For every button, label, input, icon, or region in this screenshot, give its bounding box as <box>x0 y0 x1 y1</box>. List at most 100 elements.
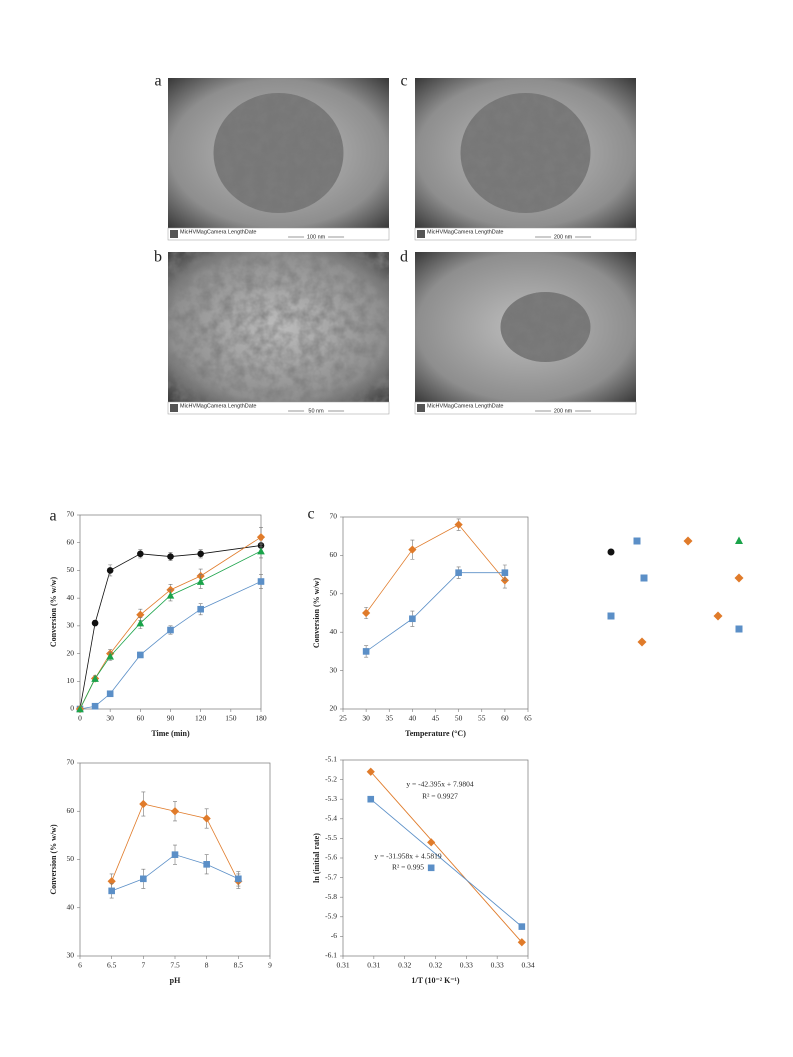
marker <box>197 550 204 558</box>
marker <box>256 533 266 542</box>
marker <box>197 605 204 613</box>
marker <box>91 619 99 627</box>
plot-frame <box>79 514 262 710</box>
x-tick-label: 30 <box>362 714 370 723</box>
marker <box>171 851 179 858</box>
y-tick-label: 50 <box>67 565 75 574</box>
series-line <box>365 524 506 614</box>
x-tick-label: 35 <box>386 714 394 723</box>
y-tick-label: -5.1 <box>325 755 337 764</box>
x-tick-label: 60 <box>501 714 509 723</box>
x-tick-label: 0.32 <box>398 961 411 970</box>
marker <box>257 547 265 555</box>
marker <box>409 615 416 623</box>
particle-texture <box>460 93 591 213</box>
particle-texture <box>213 93 344 213</box>
info-icon <box>417 404 425 412</box>
info-text: MicHVMagCamera LengthDate <box>427 403 503 409</box>
panel-label: b <box>154 249 162 266</box>
x-tick-label: 8 <box>205 961 209 970</box>
info-icon <box>170 404 178 412</box>
marker <box>202 814 211 823</box>
x-axis-label: pH <box>170 976 181 985</box>
x-tick-label: 90 <box>167 714 175 723</box>
y-tick-label: 30 <box>330 665 338 674</box>
y-tick-label: 0 <box>70 704 74 713</box>
y-axis-label: Conversion (% w/w) <box>49 577 58 648</box>
y-tick-label: -5.2 <box>325 774 337 783</box>
marker <box>106 652 114 660</box>
info-text: MicHVMagCamera LengthDate <box>180 403 256 409</box>
y-tick-label: 70 <box>67 758 75 767</box>
marker <box>427 864 435 872</box>
y-tick-label: 20 <box>67 648 75 657</box>
y-axis-label: ln (initial rate) <box>312 833 321 883</box>
marker <box>257 578 265 585</box>
annotation: R² = 0.9927 <box>422 792 458 801</box>
marker <box>362 608 371 618</box>
marker <box>367 795 375 803</box>
y-tick-label: 70 <box>330 512 338 521</box>
marker <box>366 767 375 776</box>
x-tick-label: 0.33 <box>491 961 504 970</box>
y-tick-label: 40 <box>330 627 338 636</box>
x-tick-label: 0.34 <box>521 961 534 970</box>
x-tick-label: 0 <box>78 714 82 723</box>
marker <box>136 619 145 627</box>
y-tick-label: 60 <box>330 550 338 559</box>
annotation: R² = 0.995 <box>392 863 424 872</box>
y-tick-label: -5.5 <box>325 833 337 842</box>
scale-label: 50 nm <box>308 408 324 414</box>
x-axis-label: Temperature (°C) <box>405 729 466 738</box>
panel-label: d <box>400 249 408 266</box>
marker <box>91 702 99 710</box>
x-tick-label: 120 <box>195 714 207 723</box>
y-tick-label: 30 <box>67 621 75 630</box>
marker <box>518 923 526 930</box>
x-tick-label: 6 <box>78 961 82 970</box>
marker <box>427 838 436 847</box>
panel-label: a <box>49 508 56 525</box>
marker <box>235 875 242 883</box>
marker <box>140 875 147 883</box>
x-tick-label: 65 <box>524 714 532 723</box>
panel-label: c <box>307 506 314 523</box>
y-tick-label: -5.4 <box>325 814 337 823</box>
x-axis-label: Time (min) <box>151 729 190 738</box>
y-tick-label: 50 <box>67 854 75 863</box>
y-tick-label: -5.3 <box>325 794 337 803</box>
marker <box>167 626 174 634</box>
x-tick-label: 6.5 <box>107 961 117 970</box>
y-tick-label: 60 <box>67 537 75 546</box>
x-tick-label: 7.5 <box>170 961 180 970</box>
x-tick-label: 40 <box>409 714 417 723</box>
marker <box>137 651 144 659</box>
marker <box>517 938 526 947</box>
info-icon <box>170 230 178 238</box>
y-tick-label: -6.1 <box>325 951 337 960</box>
x-tick-label: 7 <box>141 961 145 970</box>
x-tick-label: 50 <box>455 714 463 723</box>
x-tick-label: 8.5 <box>234 961 244 970</box>
marker <box>203 861 210 868</box>
marker <box>137 550 144 558</box>
annotation: y = -42.395x + 7.9804 <box>406 780 473 789</box>
x-tick-label: 30 <box>106 714 114 723</box>
marker <box>106 567 114 574</box>
x-tick-label: 0.33 <box>460 961 473 970</box>
marker <box>196 577 205 585</box>
marker <box>139 799 148 809</box>
marker <box>167 553 174 560</box>
marker <box>76 705 84 713</box>
y-tick-label: 20 <box>330 704 338 713</box>
x-tick-label: 150 <box>225 714 237 723</box>
info-text: MicHVMagCamera LengthDate <box>180 229 256 235</box>
x-tick-label: 25 <box>339 714 347 723</box>
y-tick-label: 70 <box>67 510 75 519</box>
x-tick-label: 0.32 <box>429 961 442 970</box>
y-tick-label: 40 <box>67 902 75 911</box>
marker <box>454 520 463 529</box>
marker <box>107 877 116 886</box>
x-tick-label: 0.31 <box>336 961 349 970</box>
